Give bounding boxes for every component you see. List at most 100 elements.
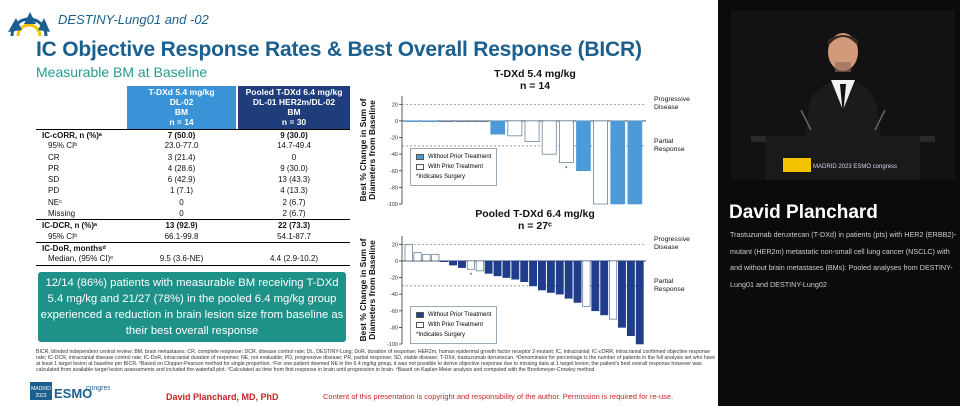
cell-6-4mg: 4 (13.3)	[280, 186, 308, 196]
reference-line-label-word: Partial	[654, 137, 674, 145]
reference-line-label: Partial Response	[654, 138, 685, 154]
cell-5-4mg: 13 (92.9)	[165, 221, 198, 231]
reference-line-label-word: Response	[654, 285, 685, 293]
legend-item: With Prior Treatment	[416, 320, 491, 330]
waterfall-bar	[511, 260, 520, 280]
y-tick-label: -40	[390, 152, 398, 158]
footnote: BICR, blinded independent central review…	[36, 349, 716, 373]
slide-subtitle: Measurable BM at Baseline	[36, 64, 208, 80]
row-label: CR	[48, 152, 60, 162]
row-label: SD	[48, 175, 60, 185]
cell-5-4mg: 0	[179, 197, 184, 207]
table-row: 95% CIᵇ 23.0-77.0 14.7-49.4	[36, 140, 350, 151]
speaker-head	[828, 33, 858, 71]
waterfall-bar	[484, 260, 493, 274]
speaker-video: MADRID 2023 ESMO congress	[731, 10, 955, 180]
legend-swatch	[416, 312, 424, 318]
waterfall-bar	[555, 260, 564, 295]
legend-swatch	[416, 154, 424, 160]
chart-title-line: T-DXd 5.4 mg/kg	[494, 68, 576, 80]
legend-label: *Indicates Surgery	[416, 332, 466, 338]
waterfall-bar	[618, 260, 626, 328]
table-row: 95% CIᵇ 66.1-99.8 54.1-87.7	[36, 231, 350, 242]
waterfall-bar	[626, 260, 635, 336]
column-header-5-4mg: T-DXd 5.4 mg/kg DL-02 BM n = 14	[127, 86, 236, 129]
reference-line-label: Partial Response	[654, 278, 685, 294]
y-tick-label: -80	[390, 325, 398, 331]
cell-5-4mg: 66.1-99.8	[164, 231, 199, 241]
cell-5-4mg: 23.0-77.0	[164, 141, 199, 151]
table-row: IC-cORR, n (%)ᵃ 7 (50.0) 9 (30.0)	[36, 129, 350, 140]
y-tick-label: -100	[387, 342, 398, 348]
waterfall-chart-6-4mg: Pooled T-DXd 6.4 mg/kg n = 27ᶜ Best % Chan…	[358, 206, 718, 350]
svg-text:2023: 2023	[35, 393, 46, 399]
reference-line-label-word: Progressive	[654, 236, 690, 244]
presentation-slide: DESTINY-Lung01 and -02 IC Objective Resp…	[0, 0, 718, 406]
waterfall-bar	[558, 120, 574, 163]
cell-6-4mg: 9 (30.0)	[280, 163, 308, 173]
chart-title-line: Pooled T-DXd 6.4 mg/kg	[475, 208, 595, 220]
y-tick-label: 0	[395, 119, 398, 125]
table-row: SD 6 (42.9) 13 (43.3)	[36, 174, 350, 185]
legend-item: Without Prior Treatment	[416, 310, 491, 320]
reference-line-label-word: Disease	[654, 244, 679, 252]
reference-line-label: Progressive Disease	[654, 236, 690, 252]
reference-line-label-word: Response	[654, 145, 685, 153]
legend-swatch	[416, 164, 424, 170]
slide-title: IC Objective Response Rates & Best Overa…	[36, 38, 642, 61]
legend-item: Without Prior Treatment	[416, 152, 491, 162]
table-row: PD 1 (7.1) 4 (13.3)	[36, 185, 350, 196]
chart-subtitle-line: n = 27ᶜ	[517, 220, 553, 232]
y-tick-label: -60	[390, 169, 398, 175]
chart-legend: Without Prior Treatment With Prior Treatm…	[410, 306, 498, 344]
row-label: IC-cORR, n (%)ᵃ	[42, 131, 102, 140]
waterfall-bar	[456, 120, 471, 123]
cell-6-4mg: 14.7-49.4	[277, 141, 311, 151]
svg-text:congress: congress	[86, 385, 110, 392]
cell-6-4mg: 54.1-87.7	[277, 231, 311, 241]
svg-text:MADRID: MADRID	[31, 386, 51, 392]
waterfall-bar	[576, 120, 591, 172]
legend-label: With Prior Treatment	[428, 164, 484, 170]
row-label: IC-DCR, n (%)ᵃ	[42, 221, 98, 231]
reference-line-label-word: Partial	[654, 277, 674, 285]
row-label: PD	[48, 186, 60, 196]
presenter-name: David Planchard, MD, PhD	[166, 392, 279, 402]
legend-swatch	[416, 322, 424, 328]
table-row: NEᶜ 0 2 (6.7)	[36, 197, 350, 208]
study-title: DESTINY-Lung01 and -02	[58, 12, 209, 27]
row-label: 95% CIᵇ	[48, 141, 78, 151]
y-tick-label: 20	[392, 102, 398, 108]
table-row: PR 4 (28.6) 9 (30.0)	[36, 163, 350, 174]
waterfall-bar	[524, 120, 540, 142]
destiny-logo-icon	[8, 12, 50, 37]
chart-title: T-DXd 5.4 mg/kg n = 14	[440, 68, 630, 92]
legend-label: Without Prior Treatment	[428, 312, 492, 318]
cell-5-4mg: 1 (7.1)	[169, 186, 194, 196]
reference-line-label-word: Disease	[654, 104, 679, 112]
reference-line-label-word: Progressive	[654, 96, 690, 104]
y-tick-label: -80	[390, 185, 398, 191]
waterfall-bar	[507, 120, 523, 137]
waterfall-bar	[529, 260, 538, 287]
waterfall-bar	[573, 260, 582, 303]
waterfall-bar	[582, 260, 591, 307]
waterfall-bar	[422, 253, 431, 262]
y-tick-label: -20	[390, 276, 398, 282]
waterfall-bar	[546, 260, 555, 293]
waterfall-bar	[520, 260, 529, 282]
table-row: IC-DoR, monthsᵈ	[36, 241, 350, 253]
y-tick-label: 0	[395, 259, 398, 265]
talk-description: Trastuzumab deruxtecan (T-DXd) in patien…	[730, 230, 957, 289]
waterfall-bar	[609, 260, 618, 320]
waterfall-bar	[564, 260, 573, 299]
waterfall-bar	[502, 260, 511, 278]
svg-text:MADRID 2023 ESMO congress: MADRID 2023 ESMO congress	[813, 164, 897, 170]
cell-6-4mg: 0	[291, 152, 297, 162]
waterfall-bar	[449, 260, 458, 266]
surgery-marker: *	[470, 273, 473, 279]
legend-label: With Prior Treatment	[428, 322, 484, 328]
esmo-congress-logo-icon: MADRID 2023 ESMO congress	[30, 382, 110, 401]
cell-6-4mg: 22 (73.3)	[277, 221, 311, 231]
waterfall-bar	[404, 120, 420, 123]
